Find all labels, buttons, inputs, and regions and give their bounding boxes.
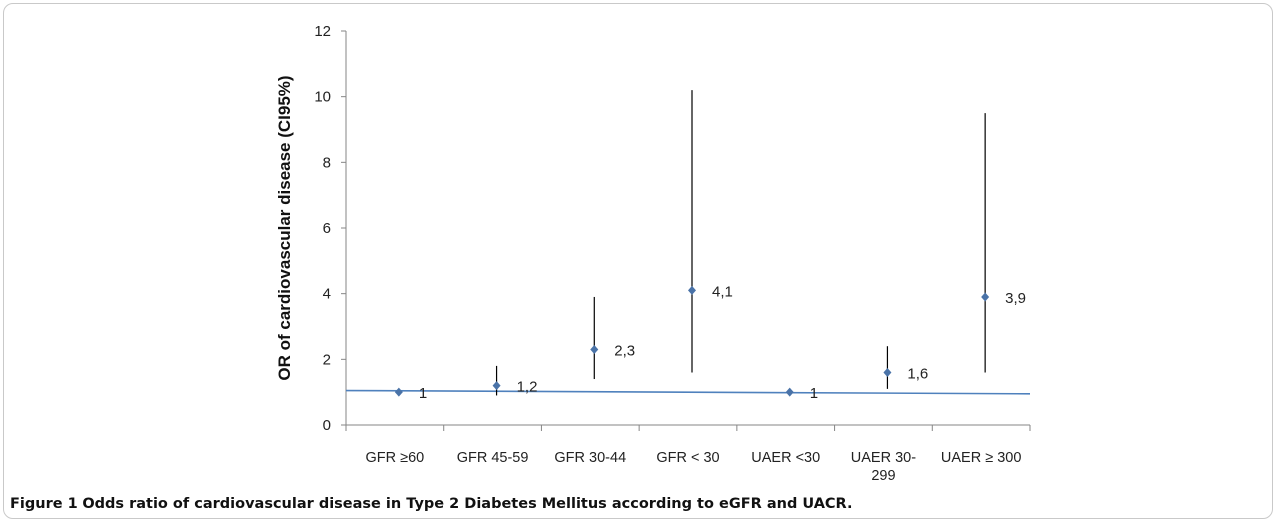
y-tick-label: 2 bbox=[323, 351, 331, 368]
caption-text: Odds ratio of cardiovascular disease in … bbox=[82, 496, 853, 512]
data-label: 1,6 bbox=[907, 365, 928, 382]
data-label: 1 bbox=[810, 385, 818, 402]
data-point bbox=[492, 381, 501, 391]
x-tick-label: UAER ≥ 300 bbox=[941, 450, 1022, 466]
figure-caption: Figure 1 Odds ratio of cardiovascular di… bbox=[10, 496, 853, 512]
x-tick-label: UAER <30 bbox=[751, 450, 820, 466]
data-point bbox=[394, 387, 403, 397]
chart: 0 2 4 6 8 10 12 GFR ≥60 GFR 45-59 GFR 30-44 GFR < … bbox=[275, 23, 1031, 484]
y-tick-label: 4 bbox=[323, 286, 331, 303]
x-tick-label: 299 bbox=[871, 468, 895, 484]
data-point bbox=[981, 292, 990, 302]
caption-label: Figure 1 bbox=[10, 496, 78, 512]
x-tick-label: UAER 30- bbox=[851, 450, 916, 466]
x-tick-label: GFR < 30 bbox=[656, 450, 719, 466]
data-point bbox=[590, 344, 599, 354]
data-label: 1 bbox=[419, 385, 427, 402]
data-label: 3,9 bbox=[1005, 290, 1026, 307]
x-tick-label: GFR 30-44 bbox=[554, 450, 626, 466]
data-point bbox=[688, 285, 696, 295]
y-axis-title: OR of cardiovascular disease (CI95%) bbox=[275, 75, 294, 380]
figure-frame bbox=[3, 3, 1273, 519]
data-point bbox=[785, 387, 794, 397]
y-tick-label: 0 bbox=[323, 417, 331, 434]
y-tick-label: 8 bbox=[323, 154, 331, 171]
x-tick-label: GFR 45-59 bbox=[457, 450, 529, 466]
data-label: 2,3 bbox=[614, 342, 635, 359]
data-point bbox=[883, 367, 892, 377]
x-tick-label: GFR ≥60 bbox=[365, 450, 424, 466]
y-tick-label: 12 bbox=[314, 23, 331, 40]
data-label: 1,2 bbox=[517, 379, 538, 396]
reference-line bbox=[345, 389, 1031, 395]
y-tick-label: 6 bbox=[323, 220, 331, 237]
data-label: 4,1 bbox=[712, 283, 733, 300]
y-tick-label: 10 bbox=[314, 89, 331, 106]
